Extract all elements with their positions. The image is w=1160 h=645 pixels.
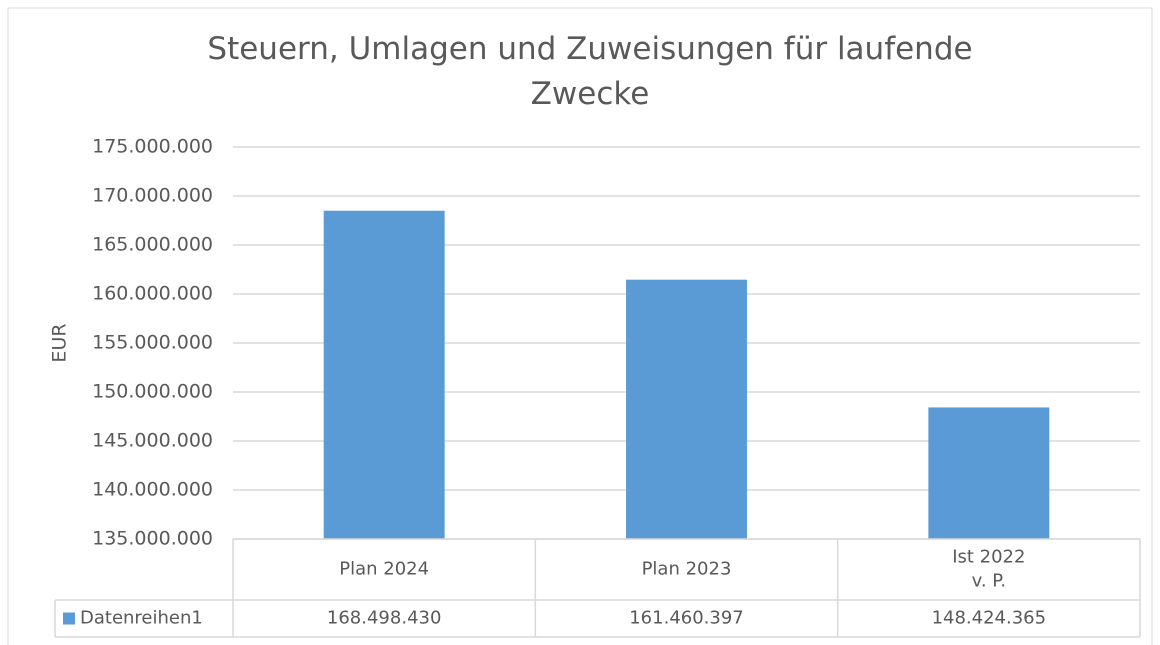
data-label: 168.498.430 bbox=[327, 608, 442, 629]
chart-title: Steuern, Umlagen und Zuweisungen für lau… bbox=[207, 31, 972, 112]
y-tick-label: 155.000.000 bbox=[92, 332, 213, 354]
y-tick-label: 140.000.000 bbox=[92, 479, 213, 501]
y-tick-label: 145.000.000 bbox=[92, 430, 213, 452]
y-tick-label: 170.000.000 bbox=[92, 185, 213, 207]
y-tick-label: 175.000.000 bbox=[92, 136, 213, 158]
bar bbox=[323, 210, 445, 539]
y-tick-label: 150.000.000 bbox=[92, 381, 213, 403]
y-tick-label: 165.000.000 bbox=[92, 234, 213, 256]
x-tick-label: Plan 2023 bbox=[642, 559, 732, 580]
bar bbox=[928, 407, 1050, 539]
legend-swatch bbox=[63, 612, 75, 625]
data-label: 161.460.397 bbox=[629, 608, 744, 629]
x-tick-label: Plan 2024 bbox=[339, 559, 429, 580]
data-label: 148.424.365 bbox=[932, 608, 1047, 629]
y-axis-title: EUR bbox=[49, 323, 71, 362]
y-tick-label: 135.000.000 bbox=[92, 528, 213, 550]
legend-label: Datenreihen1 bbox=[80, 608, 203, 629]
y-tick-label: 160.000.000 bbox=[92, 283, 213, 305]
bar bbox=[626, 279, 747, 539]
x-tick-label: Ist 2022 v. P. bbox=[952, 547, 1025, 592]
